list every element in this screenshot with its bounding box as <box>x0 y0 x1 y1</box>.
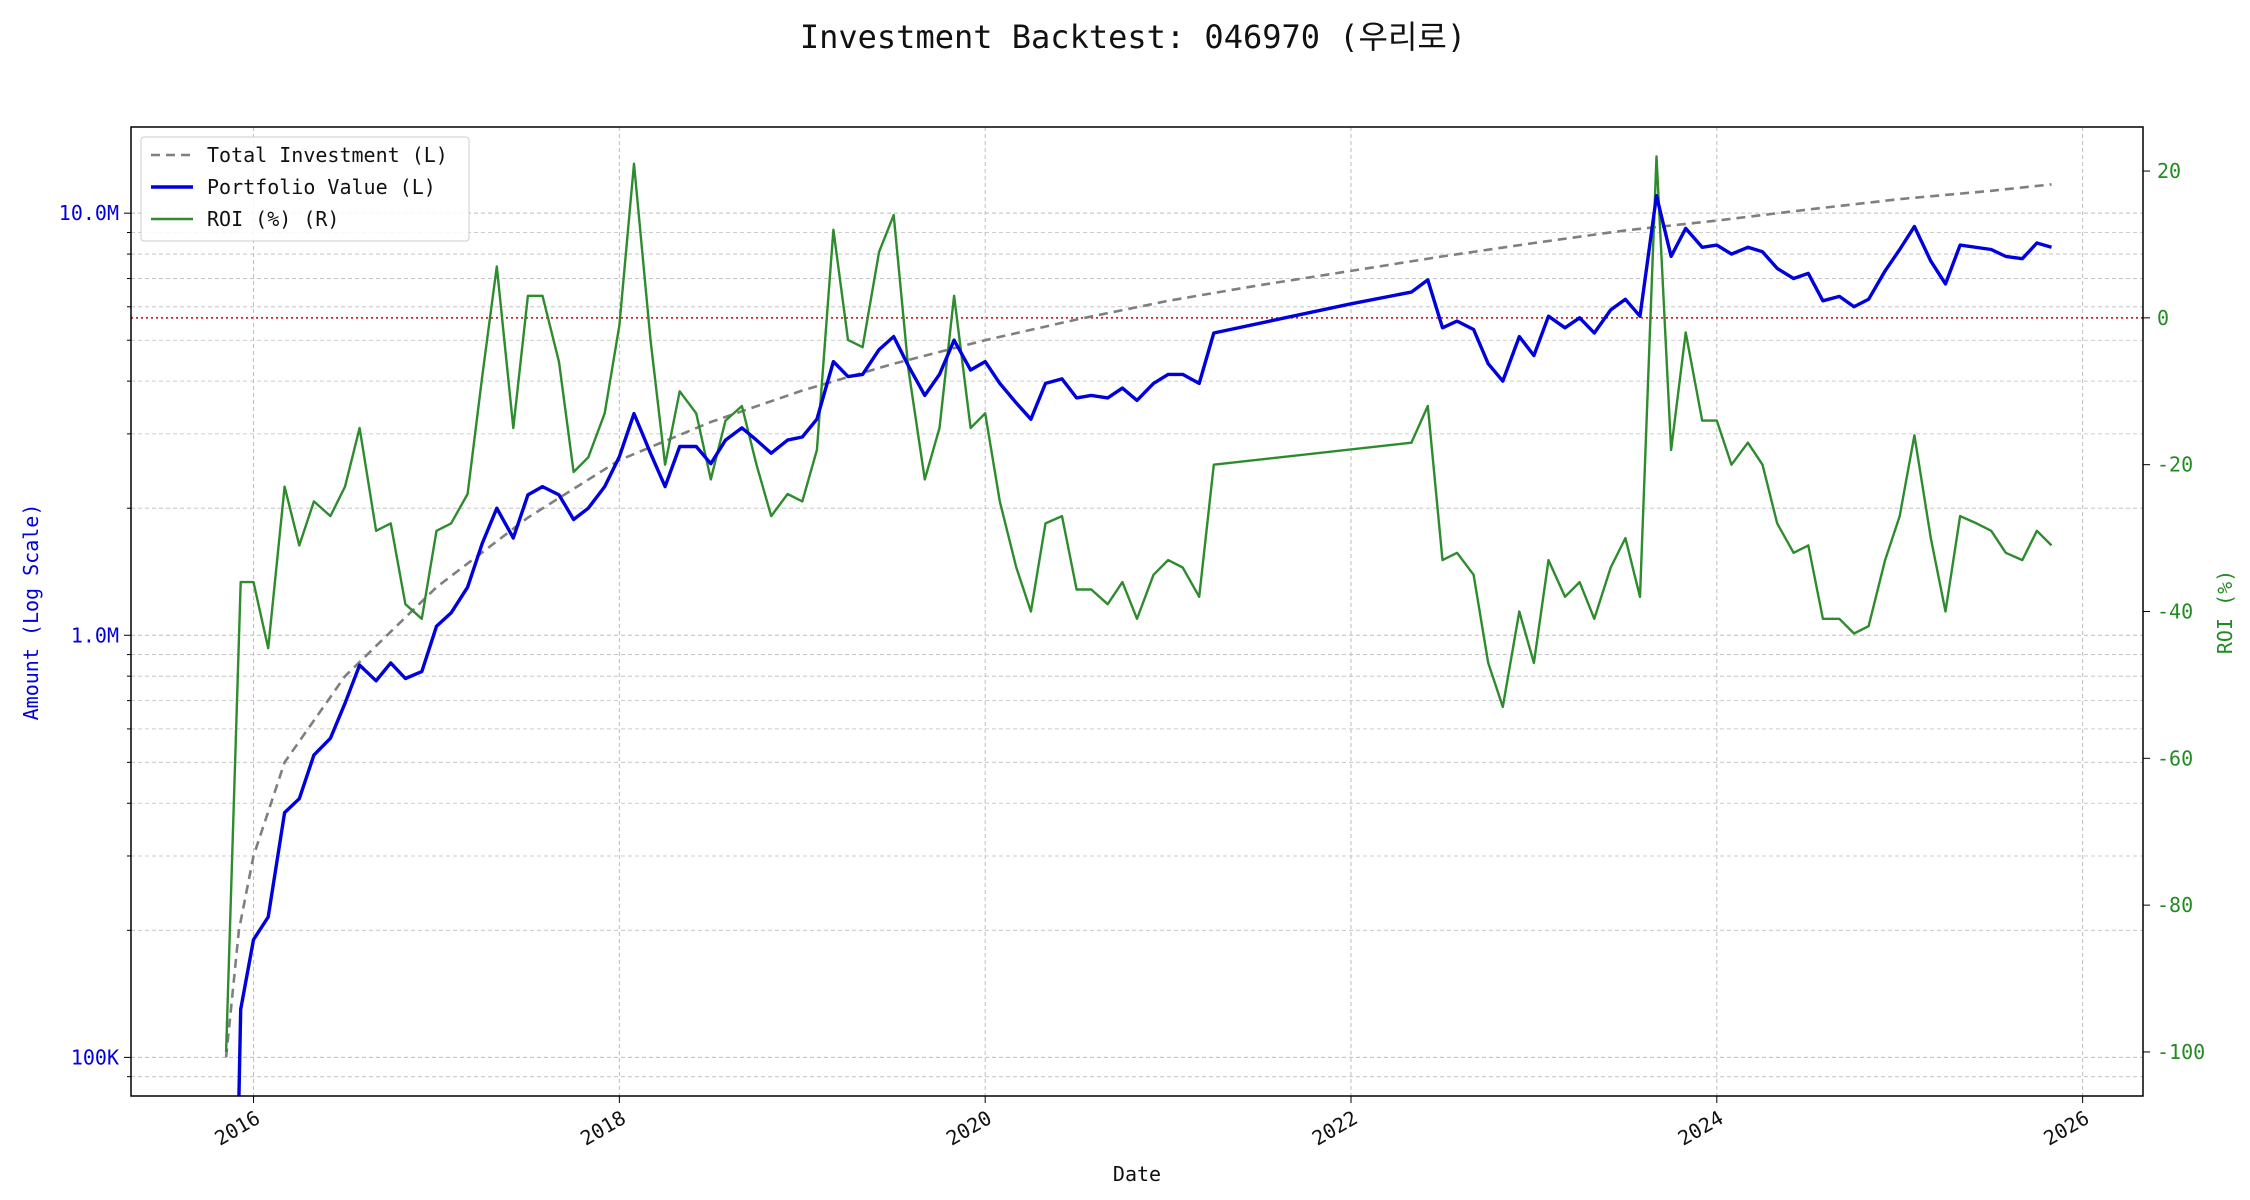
y-left-tick-label: 100K <box>71 1045 119 1069</box>
y-right-tick-label: -40 <box>2157 600 2193 624</box>
legend-label: Portfolio Value (L) <box>207 175 436 199</box>
chart-title: Investment Backtest: 046970 (우리로) <box>800 18 1466 56</box>
portfolio-value-line <box>237 194 2052 1096</box>
y-left-tick-label: 10.0M <box>59 201 119 225</box>
legend-box <box>140 136 470 242</box>
legend-label: Total Investment (L) <box>207 143 448 167</box>
y-axis-right-label: ROI (%) <box>2213 570 2237 654</box>
y-right-tick-label: -80 <box>2157 893 2193 917</box>
x-axis-label: Date <box>1113 1162 1161 1186</box>
y-right-tick-label: -100 <box>2157 1040 2205 1064</box>
x-tick-label: 2026 <box>2039 1106 2093 1151</box>
x-tick-label: 2018 <box>576 1106 630 1151</box>
grid-layer <box>131 127 2143 1096</box>
total-investment-line <box>224 183 2052 1058</box>
roi-line <box>224 155 2053 1053</box>
x-tick-label: 2016 <box>210 1106 264 1151</box>
y-right-tick-label: 20 <box>2157 159 2181 183</box>
legend: Total Investment (L) Portfolio Value (L) R… <box>140 136 470 242</box>
legend-label: ROI (%) (R) <box>207 207 339 231</box>
y-right-tick-label: 0 <box>2157 306 2169 330</box>
plot-frame <box>130 126 2144 1097</box>
series-layer <box>224 155 2053 1096</box>
y-right-tick-label: -20 <box>2157 453 2193 477</box>
y-left-tick-label: 1.0M <box>71 623 119 647</box>
x-tick-label: 2024 <box>1674 1106 1728 1151</box>
x-tick-label: 2020 <box>942 1106 996 1151</box>
x-tick-label: 2022 <box>1308 1106 1362 1151</box>
y-axis-left-label: Amount (Log Scale) <box>19 504 43 721</box>
y-right-tick-label: -60 <box>2157 746 2193 770</box>
